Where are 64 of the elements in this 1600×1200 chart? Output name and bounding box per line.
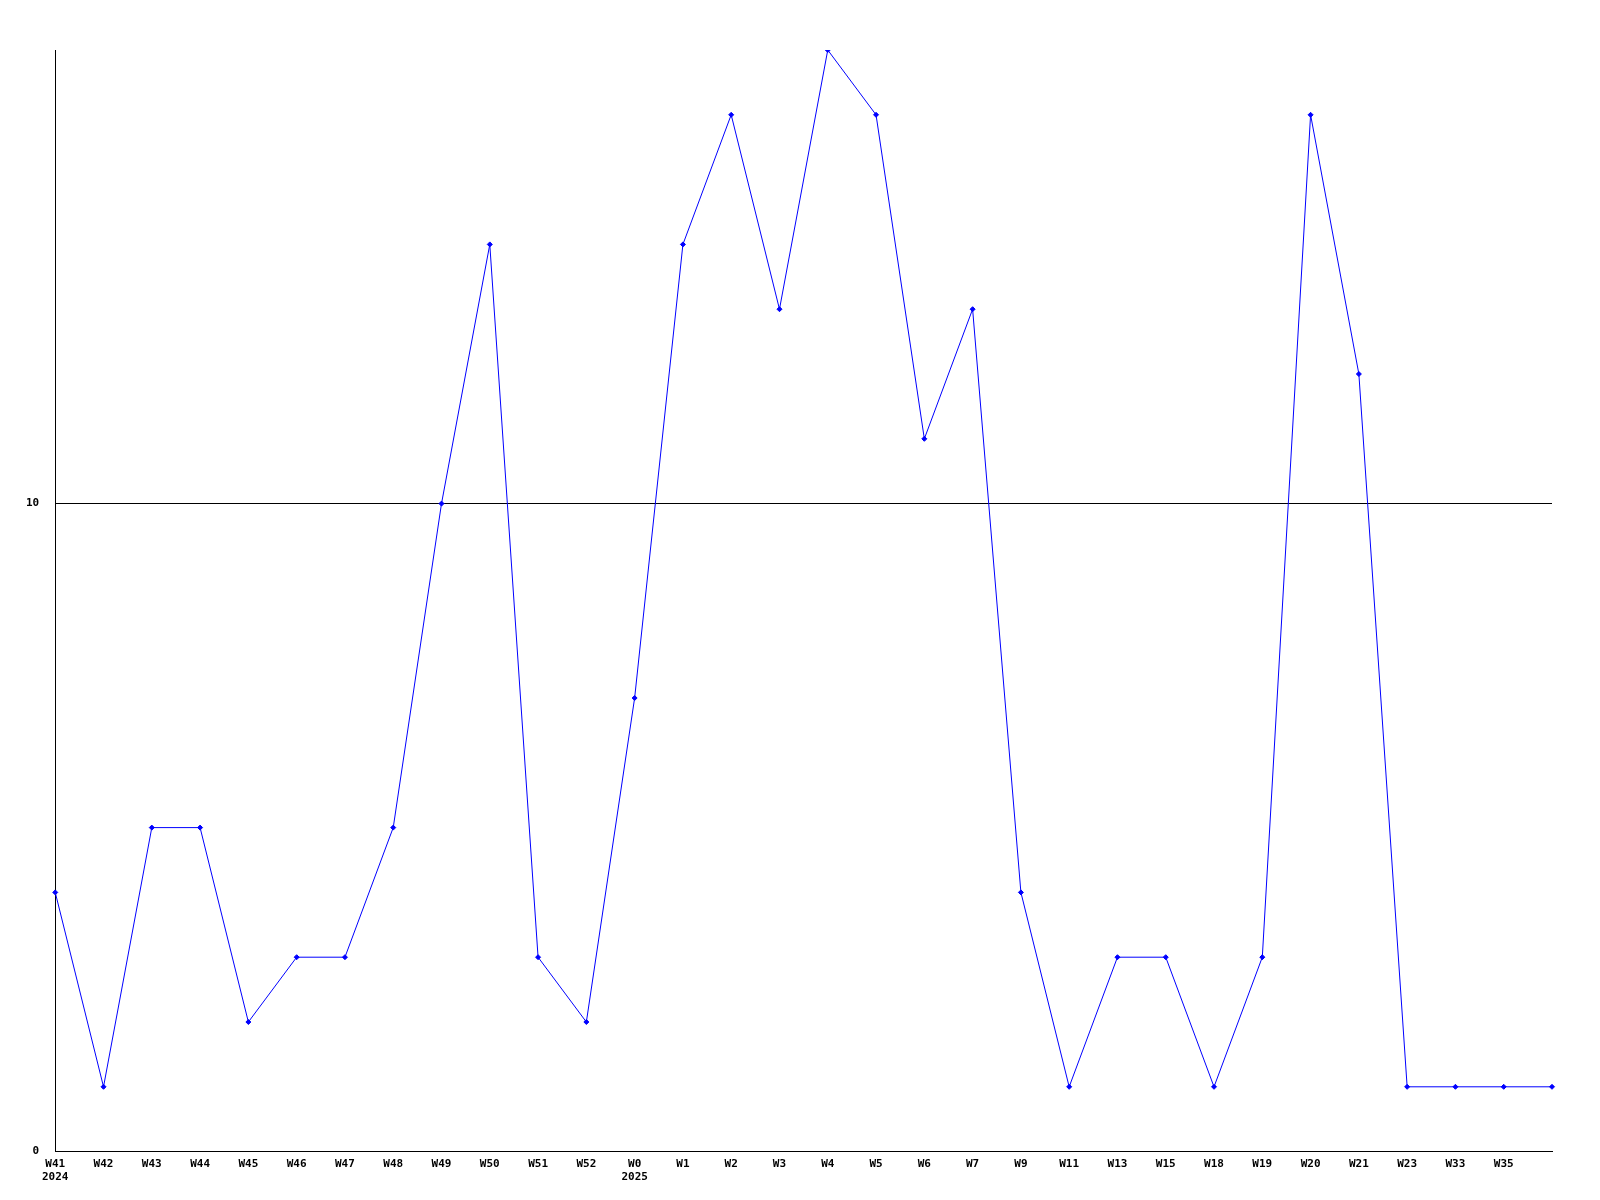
x-tick-label: W47 [335, 1157, 355, 1171]
x-tick-label: W23 [1397, 1157, 1418, 1171]
point [341, 954, 348, 961]
point [1162, 954, 1169, 961]
point [1549, 1083, 1555, 1090]
point [438, 500, 445, 507]
x-tick-label: W45 [238, 1157, 259, 1171]
point [583, 1019, 590, 1025]
point [1259, 954, 1266, 961]
point [679, 241, 686, 248]
point [921, 435, 928, 442]
point [1211, 1083, 1218, 1090]
x-tick-label: W35 [1493, 1157, 1514, 1171]
point [1017, 889, 1024, 896]
y-tick-label: 10 [26, 496, 40, 510]
x-tick-label: W11 [1059, 1157, 1080, 1171]
point [52, 889, 59, 896]
point [631, 695, 638, 701]
point [197, 824, 204, 831]
x-tick-label: W2 [724, 1157, 738, 1171]
x-tick-label: W4 [821, 1157, 835, 1171]
x-tick-label: W0 2025 [621, 1157, 648, 1184]
x-tick-label: W7 [965, 1157, 980, 1171]
point [245, 1019, 252, 1025]
x-tick-label: W20 [1300, 1157, 1321, 1171]
point [1307, 111, 1314, 118]
x-tick-label: W46 [286, 1157, 307, 1171]
x-tick-label: W33 [1445, 1157, 1466, 1171]
x-tick-label: W15 [1155, 1157, 1176, 1171]
x-tick-label: W50 [479, 1157, 500, 1171]
x-tick-label: W19 [1252, 1157, 1273, 1171]
x-tick-label: W42 [93, 1157, 114, 1171]
point [776, 306, 783, 313]
x-tick-label: W48 [383, 1157, 404, 1171]
point [1114, 954, 1121, 961]
point [293, 954, 300, 961]
point [1066, 1083, 1073, 1090]
point [390, 824, 397, 831]
x-tick-label: W5 [869, 1157, 883, 1171]
x-tick-label: W41 2024 [42, 1157, 69, 1184]
x-tick-label: W51 [528, 1157, 549, 1171]
x-tick-label: W44 [190, 1157, 211, 1171]
x-tick-label: W13 [1107, 1157, 1128, 1171]
point [1452, 1083, 1459, 1090]
point [148, 824, 155, 831]
x-tick-label: W21 [1348, 1157, 1370, 1171]
point [1404, 1083, 1411, 1090]
point [100, 1083, 107, 1090]
x-tick-label: W6 [917, 1157, 932, 1171]
point [1500, 1083, 1507, 1090]
x-tick-label: W52 [576, 1157, 597, 1171]
x-tick-label: W43 [141, 1157, 162, 1171]
point [535, 954, 542, 961]
y-tick-label: 0 [32, 1144, 40, 1158]
point [728, 111, 735, 118]
point [969, 306, 976, 313]
x-tick-label: W3 [772, 1157, 787, 1171]
x-tick-label: W9 [1014, 1157, 1028, 1171]
x-tick-label: W49 [431, 1157, 452, 1171]
point [1355, 371, 1362, 377]
x-tick-label: W1 [676, 1157, 690, 1171]
point [486, 241, 493, 248]
point [873, 111, 880, 118]
x-tick-label: W18 [1204, 1157, 1224, 1171]
